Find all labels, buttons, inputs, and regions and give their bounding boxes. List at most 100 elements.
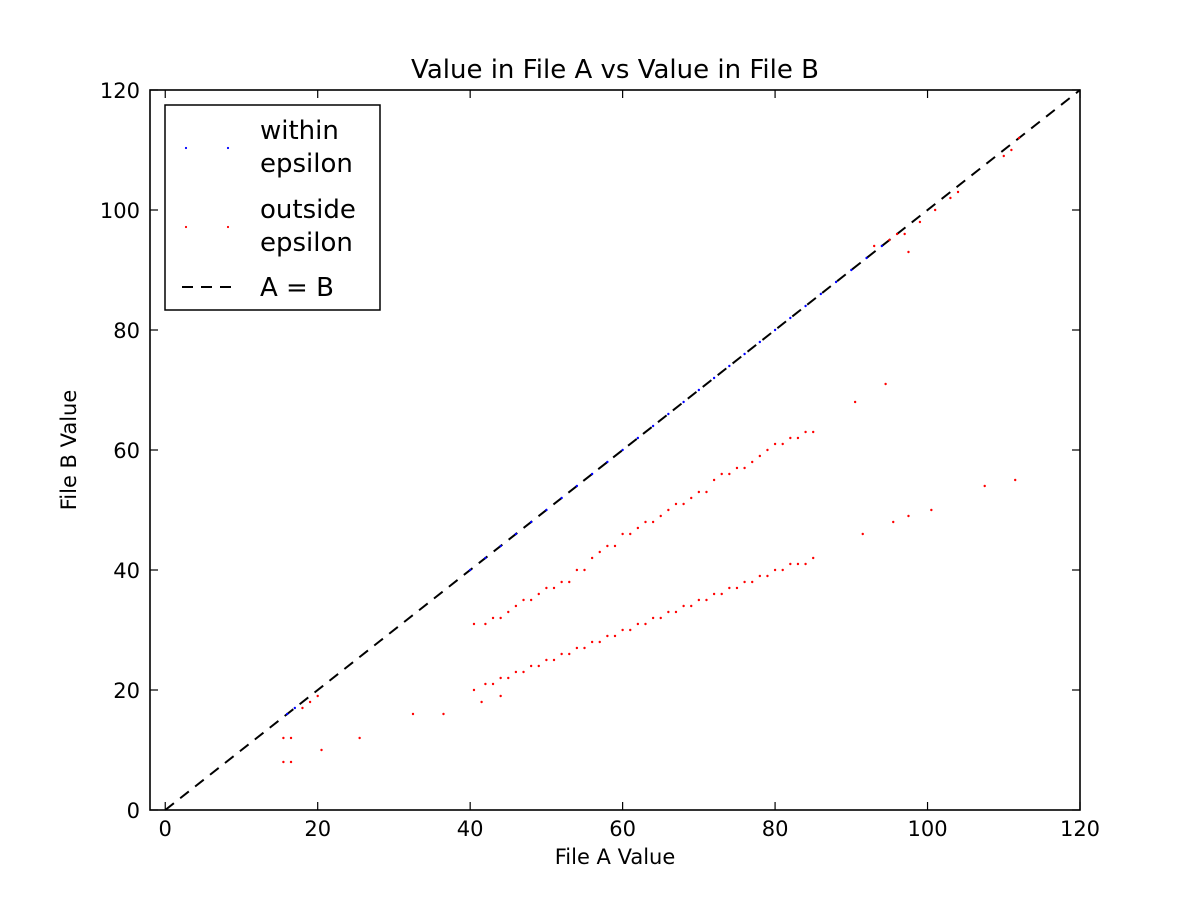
y-tick-label: 20 (113, 679, 140, 703)
point-within-epsilon (484, 556, 487, 560)
legend-label-within: within (260, 116, 339, 146)
point-outside-epsilon (598, 550, 601, 554)
point-within-epsilon (545, 508, 548, 512)
point-outside-epsilon (743, 580, 746, 584)
point-outside-epsilon (751, 580, 754, 584)
point-within-epsilon (682, 400, 685, 404)
point-outside-epsilon (1010, 148, 1013, 152)
point-outside-epsilon (606, 634, 609, 638)
point-within-epsilon (468, 568, 472, 572)
point-outside-epsilon (568, 652, 571, 656)
point-outside-epsilon (613, 634, 617, 638)
point-within-epsilon (773, 328, 777, 332)
point-outside-epsilon (690, 496, 693, 500)
point-outside-epsilon (575, 646, 579, 650)
point-outside-epsilon (522, 670, 525, 674)
point-within-epsilon (575, 484, 579, 488)
point-outside-epsilon (728, 586, 731, 590)
point-within-epsilon (712, 376, 716, 380)
point-outside-epsilon (606, 544, 609, 548)
point-within-epsilon (499, 544, 502, 548)
point-outside-epsilon (888, 238, 891, 242)
point-outside-epsilon (811, 556, 815, 560)
point-outside-epsilon (537, 664, 540, 668)
point-outside-epsilon (735, 586, 739, 590)
legend-box (164, 104, 381, 311)
point-outside-epsilon (758, 454, 762, 458)
point-outside-epsilon (529, 598, 533, 602)
point-outside-epsilon (568, 580, 571, 584)
point-within-epsilon (636, 436, 640, 440)
point-outside-epsilon (1014, 478, 1017, 482)
point-outside-epsilon (621, 628, 624, 632)
point-outside-epsilon (682, 502, 685, 506)
point-outside-epsilon (766, 574, 769, 578)
point-outside-epsilon (705, 490, 708, 494)
point-outside-epsilon (590, 640, 594, 644)
point-outside-epsilon (590, 556, 594, 560)
point-within-epsilon (880, 244, 884, 248)
point-within-epsilon (667, 412, 670, 416)
point-outside-epsilon (442, 712, 445, 716)
point-outside-epsilon (781, 442, 784, 446)
point-within-epsilon (758, 340, 762, 344)
x-tick-label: 120 (1060, 817, 1100, 841)
legend-marker-within (226, 146, 230, 150)
point-outside-epsilon (484, 682, 487, 686)
point-outside-epsilon (720, 472, 723, 476)
point-outside-epsilon (491, 616, 495, 620)
point-within-epsilon (286, 712, 289, 716)
point-outside-epsilon (552, 658, 556, 662)
point-outside-epsilon (712, 478, 716, 482)
y-tick-label: 60 (113, 439, 140, 463)
point-outside-epsilon (796, 436, 800, 440)
point-outside-epsilon (320, 748, 323, 752)
point-outside-epsilon (522, 598, 525, 602)
point-outside-epsilon (472, 622, 476, 626)
point-outside-epsilon (1017, 136, 1021, 140)
point-within-epsilon (590, 472, 594, 476)
legend-label-outside: epsilon (260, 228, 353, 258)
point-outside-epsilon (659, 616, 662, 620)
point-within-epsilon (697, 388, 701, 392)
point-outside-epsilon (537, 592, 540, 596)
point-outside-epsilon (796, 562, 800, 566)
point-outside-epsilon (884, 382, 887, 386)
point-outside-epsilon (705, 598, 708, 602)
point-outside-epsilon (491, 682, 495, 686)
point-outside-epsilon (499, 616, 502, 620)
point-outside-epsilon (644, 622, 647, 626)
point-within-epsilon (819, 292, 823, 296)
y-tick-label: 0 (127, 799, 140, 823)
y-tick-label: 80 (113, 319, 140, 343)
point-outside-epsilon (895, 232, 899, 236)
x-axis: 0 20 40 60 80 100 120 (159, 90, 1100, 841)
point-outside-epsilon (636, 526, 640, 530)
point-outside-epsilon (472, 688, 476, 692)
point-outside-epsilon (514, 604, 518, 608)
point-within-epsilon (743, 352, 746, 356)
point-outside-epsilon (918, 220, 922, 224)
point-outside-epsilon (781, 568, 784, 572)
point-outside-epsilon (316, 694, 319, 698)
point-within-epsilon (514, 532, 518, 536)
point-outside-epsilon (644, 520, 647, 524)
point-outside-epsilon (629, 532, 632, 536)
legend-label-line: A = B (260, 273, 334, 303)
point-within-epsilon (834, 280, 838, 284)
point-outside-epsilon (583, 568, 586, 572)
legend: within epsilon outside epsilon A = B (164, 104, 381, 311)
point-outside-epsilon (629, 628, 632, 632)
point-outside-epsilon (545, 586, 548, 590)
point-outside-epsilon (358, 736, 361, 740)
y-tick-label: 120 (100, 79, 140, 103)
point-outside-epsilon (667, 508, 670, 512)
point-outside-epsilon (804, 430, 807, 434)
point-outside-epsilon (651, 616, 655, 620)
point-outside-epsilon (507, 676, 510, 680)
point-outside-epsilon (1002, 154, 1005, 158)
point-outside-epsilon (983, 484, 986, 488)
point-outside-epsilon (697, 598, 701, 602)
y-tick-label: 40 (113, 559, 140, 583)
point-outside-epsilon (301, 706, 304, 710)
